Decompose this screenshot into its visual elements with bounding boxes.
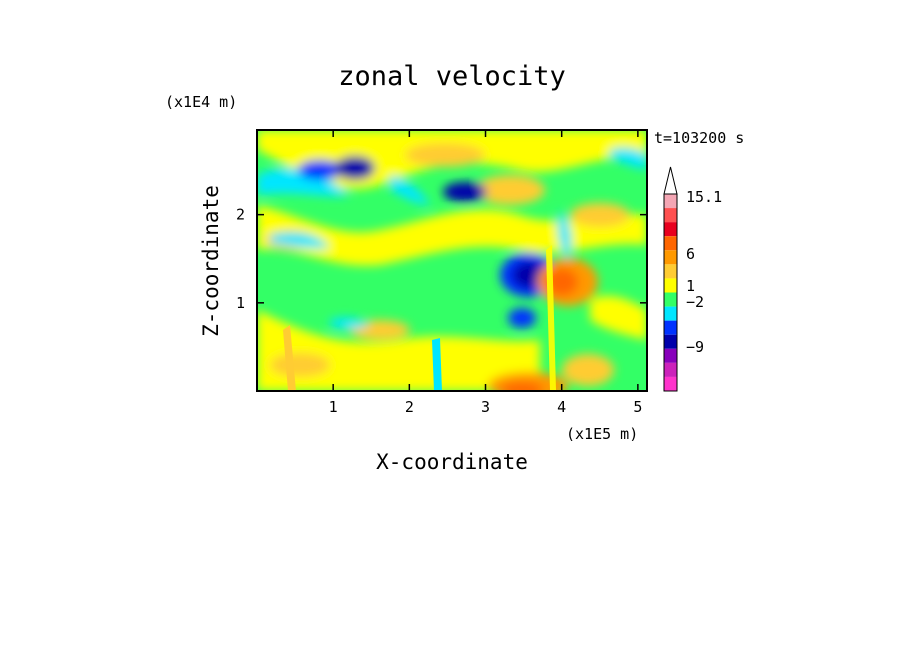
x-tick-label: 1 (329, 398, 338, 416)
thin-ridge-1 (546, 245, 556, 390)
plot-frame (256, 129, 648, 392)
colorbar-frame (663, 193, 678, 392)
y-axis: 12 (236, 206, 647, 312)
streak-cyan-1 (257, 167, 350, 197)
colorbar-arrow (663, 166, 678, 195)
colorbar-label: −2 (686, 293, 704, 311)
band-yellow-bottom (257, 310, 540, 391)
colorbar-label: 6 (686, 245, 695, 263)
contour-field (257, 130, 647, 391)
patch-orange-2 (475, 175, 545, 205)
colorbar-segment (664, 320, 677, 335)
patch-orange-3 (570, 203, 630, 227)
colorbar-segment (664, 250, 677, 265)
bottom-orange-2 (562, 354, 614, 386)
colorbar-segment (664, 194, 677, 209)
core-blue-3 (508, 308, 536, 328)
x-tick-label: 4 (557, 398, 566, 416)
band-yellow-right (590, 295, 647, 340)
colorbar-segment (664, 376, 677, 391)
core-darkblue-1 (335, 156, 375, 180)
colorbar: 15.1 6 1−2 −9 (663, 166, 722, 392)
jet-red (546, 268, 578, 296)
colorbar-segment (664, 208, 677, 223)
bottom-red (500, 382, 544, 391)
colorbar-segment (664, 222, 677, 237)
x-tick-label: 5 (633, 398, 642, 416)
colorbar-label: 1 (686, 277, 695, 295)
colorbar-segment (664, 362, 677, 377)
core-darkblue-2 (443, 182, 487, 202)
colorbar-segment (664, 236, 677, 251)
time-label: t=103200 s (654, 129, 744, 147)
thin-ridge-2 (283, 325, 296, 391)
y-axis-title: Z-coordinate (199, 185, 223, 337)
chart-title: zonal velocity (338, 61, 566, 92)
streak-cyan-3 (270, 232, 330, 249)
y-tick-label: 2 (236, 206, 245, 224)
core-blue-1 (298, 160, 342, 180)
streak-cyan-4 (330, 317, 370, 329)
x-tick-label: 2 (405, 398, 414, 416)
colorbar-segment (664, 334, 677, 349)
colorbar-segment (664, 278, 677, 293)
colorbar-segment (664, 292, 677, 307)
streak-cyan-2 (390, 175, 430, 205)
x-scale-label: (x1E5 m) (566, 425, 638, 443)
patch-orange-6 (270, 353, 330, 377)
streak-cyan-6 (557, 210, 572, 260)
colorbar-segment (664, 348, 677, 363)
x-axis-title: X-coordinate (376, 450, 528, 474)
colorbar-label: −9 (686, 338, 704, 356)
y-tick-label: 1 (236, 294, 245, 312)
patch-orange-1 (405, 143, 485, 167)
colorbar-label: 15.1 (686, 188, 722, 206)
colorbar-segment (664, 306, 677, 321)
x-tick-label: 3 (481, 398, 490, 416)
thin-ridge-3 (432, 338, 442, 391)
streak-cyan-5 (610, 147, 647, 170)
colorbar-segment (664, 264, 677, 279)
x-axis: 1 2 3 4 5 (329, 130, 642, 416)
y-scale-label: (x1E4 m) (165, 93, 237, 111)
